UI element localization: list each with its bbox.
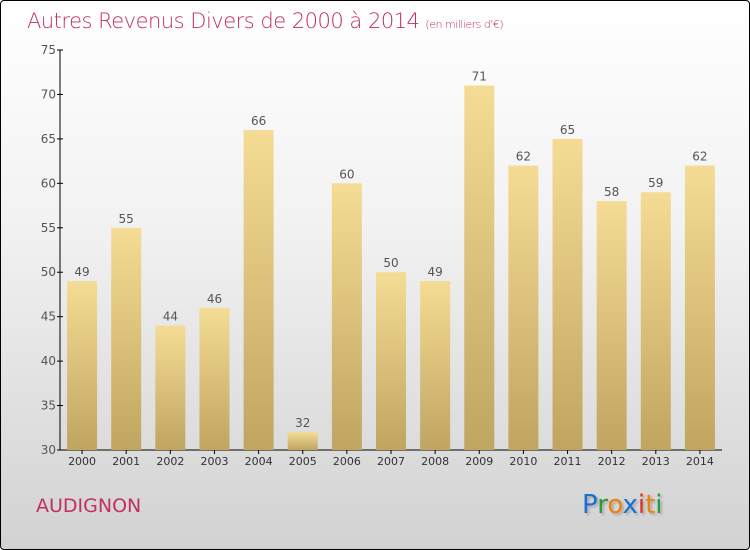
logo-letter: r [597, 490, 608, 520]
data-label: 60 [339, 167, 354, 181]
x-tick-label: 2002 [156, 455, 184, 468]
y-tick-label: 65 [41, 132, 56, 146]
logo-letter: x [622, 490, 638, 520]
data-label: 44 [163, 310, 178, 324]
title-text: Autres Revenus Divers de 2000 à 2014 [27, 9, 420, 33]
bar [684, 165, 715, 451]
x-tick-label: 2005 [289, 455, 317, 468]
y-tick-label: 35 [41, 399, 56, 413]
y-tick-label: 55 [41, 221, 56, 235]
x-tick-label: 2014 [686, 455, 714, 468]
y-tick-label: 30 [41, 443, 56, 457]
bar [596, 201, 627, 450]
x-tick-label: 2000 [68, 455, 96, 468]
x-tick-label: 2008 [421, 455, 449, 468]
data-label: 46 [207, 292, 222, 306]
y-tick-label: 60 [41, 176, 56, 190]
logo-letter: i [655, 490, 663, 520]
y-tick-label: 70 [41, 87, 56, 101]
data-label: 55 [119, 212, 134, 226]
bar [376, 272, 406, 450]
proxiti-logo[interactable]: Proxiti [582, 490, 663, 520]
x-tick-label: 2009 [465, 455, 493, 468]
x-tick-label: 2004 [245, 455, 273, 468]
x-tick-label: 2001 [112, 455, 140, 468]
y-tick-label: 75 [41, 43, 56, 57]
bar [552, 138, 583, 450]
data-label: 59 [648, 176, 663, 190]
x-tick-label: 2013 [642, 455, 670, 468]
bar [464, 85, 495, 451]
bar [640, 192, 671, 450]
data-label: 65 [560, 123, 575, 137]
data-label: 58 [604, 185, 619, 199]
bar [287, 432, 318, 450]
logo-letter: o [607, 490, 623, 520]
data-label: 71 [472, 70, 487, 84]
bar [111, 227, 142, 450]
x-tick-label: 2010 [509, 455, 537, 468]
data-label: 49 [427, 265, 442, 279]
bar [67, 281, 98, 450]
bar [155, 325, 186, 450]
y-tick-label: 50 [41, 265, 56, 279]
chart-title: Autres Revenus Divers de 2000 à 2014 (en … [27, 9, 504, 33]
bar [420, 281, 451, 450]
chart-subtitle: (en milliers d'€) [425, 18, 504, 31]
logo-letter: t [645, 490, 656, 520]
y-tick-label: 40 [41, 354, 56, 368]
data-label: 50 [383, 256, 398, 270]
bar [508, 165, 539, 451]
x-tick-label: 2006 [333, 455, 361, 468]
bar [331, 183, 362, 451]
commune-name: AUDIGNON [36, 495, 142, 517]
data-label: 62 [692, 150, 707, 164]
bar [199, 307, 230, 450]
data-label: 49 [74, 265, 89, 279]
data-label: 66 [251, 114, 266, 128]
logo-letter: i [637, 490, 646, 520]
logo-letter: P [582, 490, 598, 520]
x-tick-label: 2007 [377, 455, 405, 468]
x-tick-label: 2012 [598, 455, 626, 468]
data-label: 32 [295, 416, 310, 430]
data-label: 62 [516, 150, 531, 164]
y-tick-label: 45 [41, 310, 56, 324]
bar [243, 130, 274, 450]
x-tick-label: 2011 [554, 455, 582, 468]
x-tick-label: 2003 [200, 455, 228, 468]
